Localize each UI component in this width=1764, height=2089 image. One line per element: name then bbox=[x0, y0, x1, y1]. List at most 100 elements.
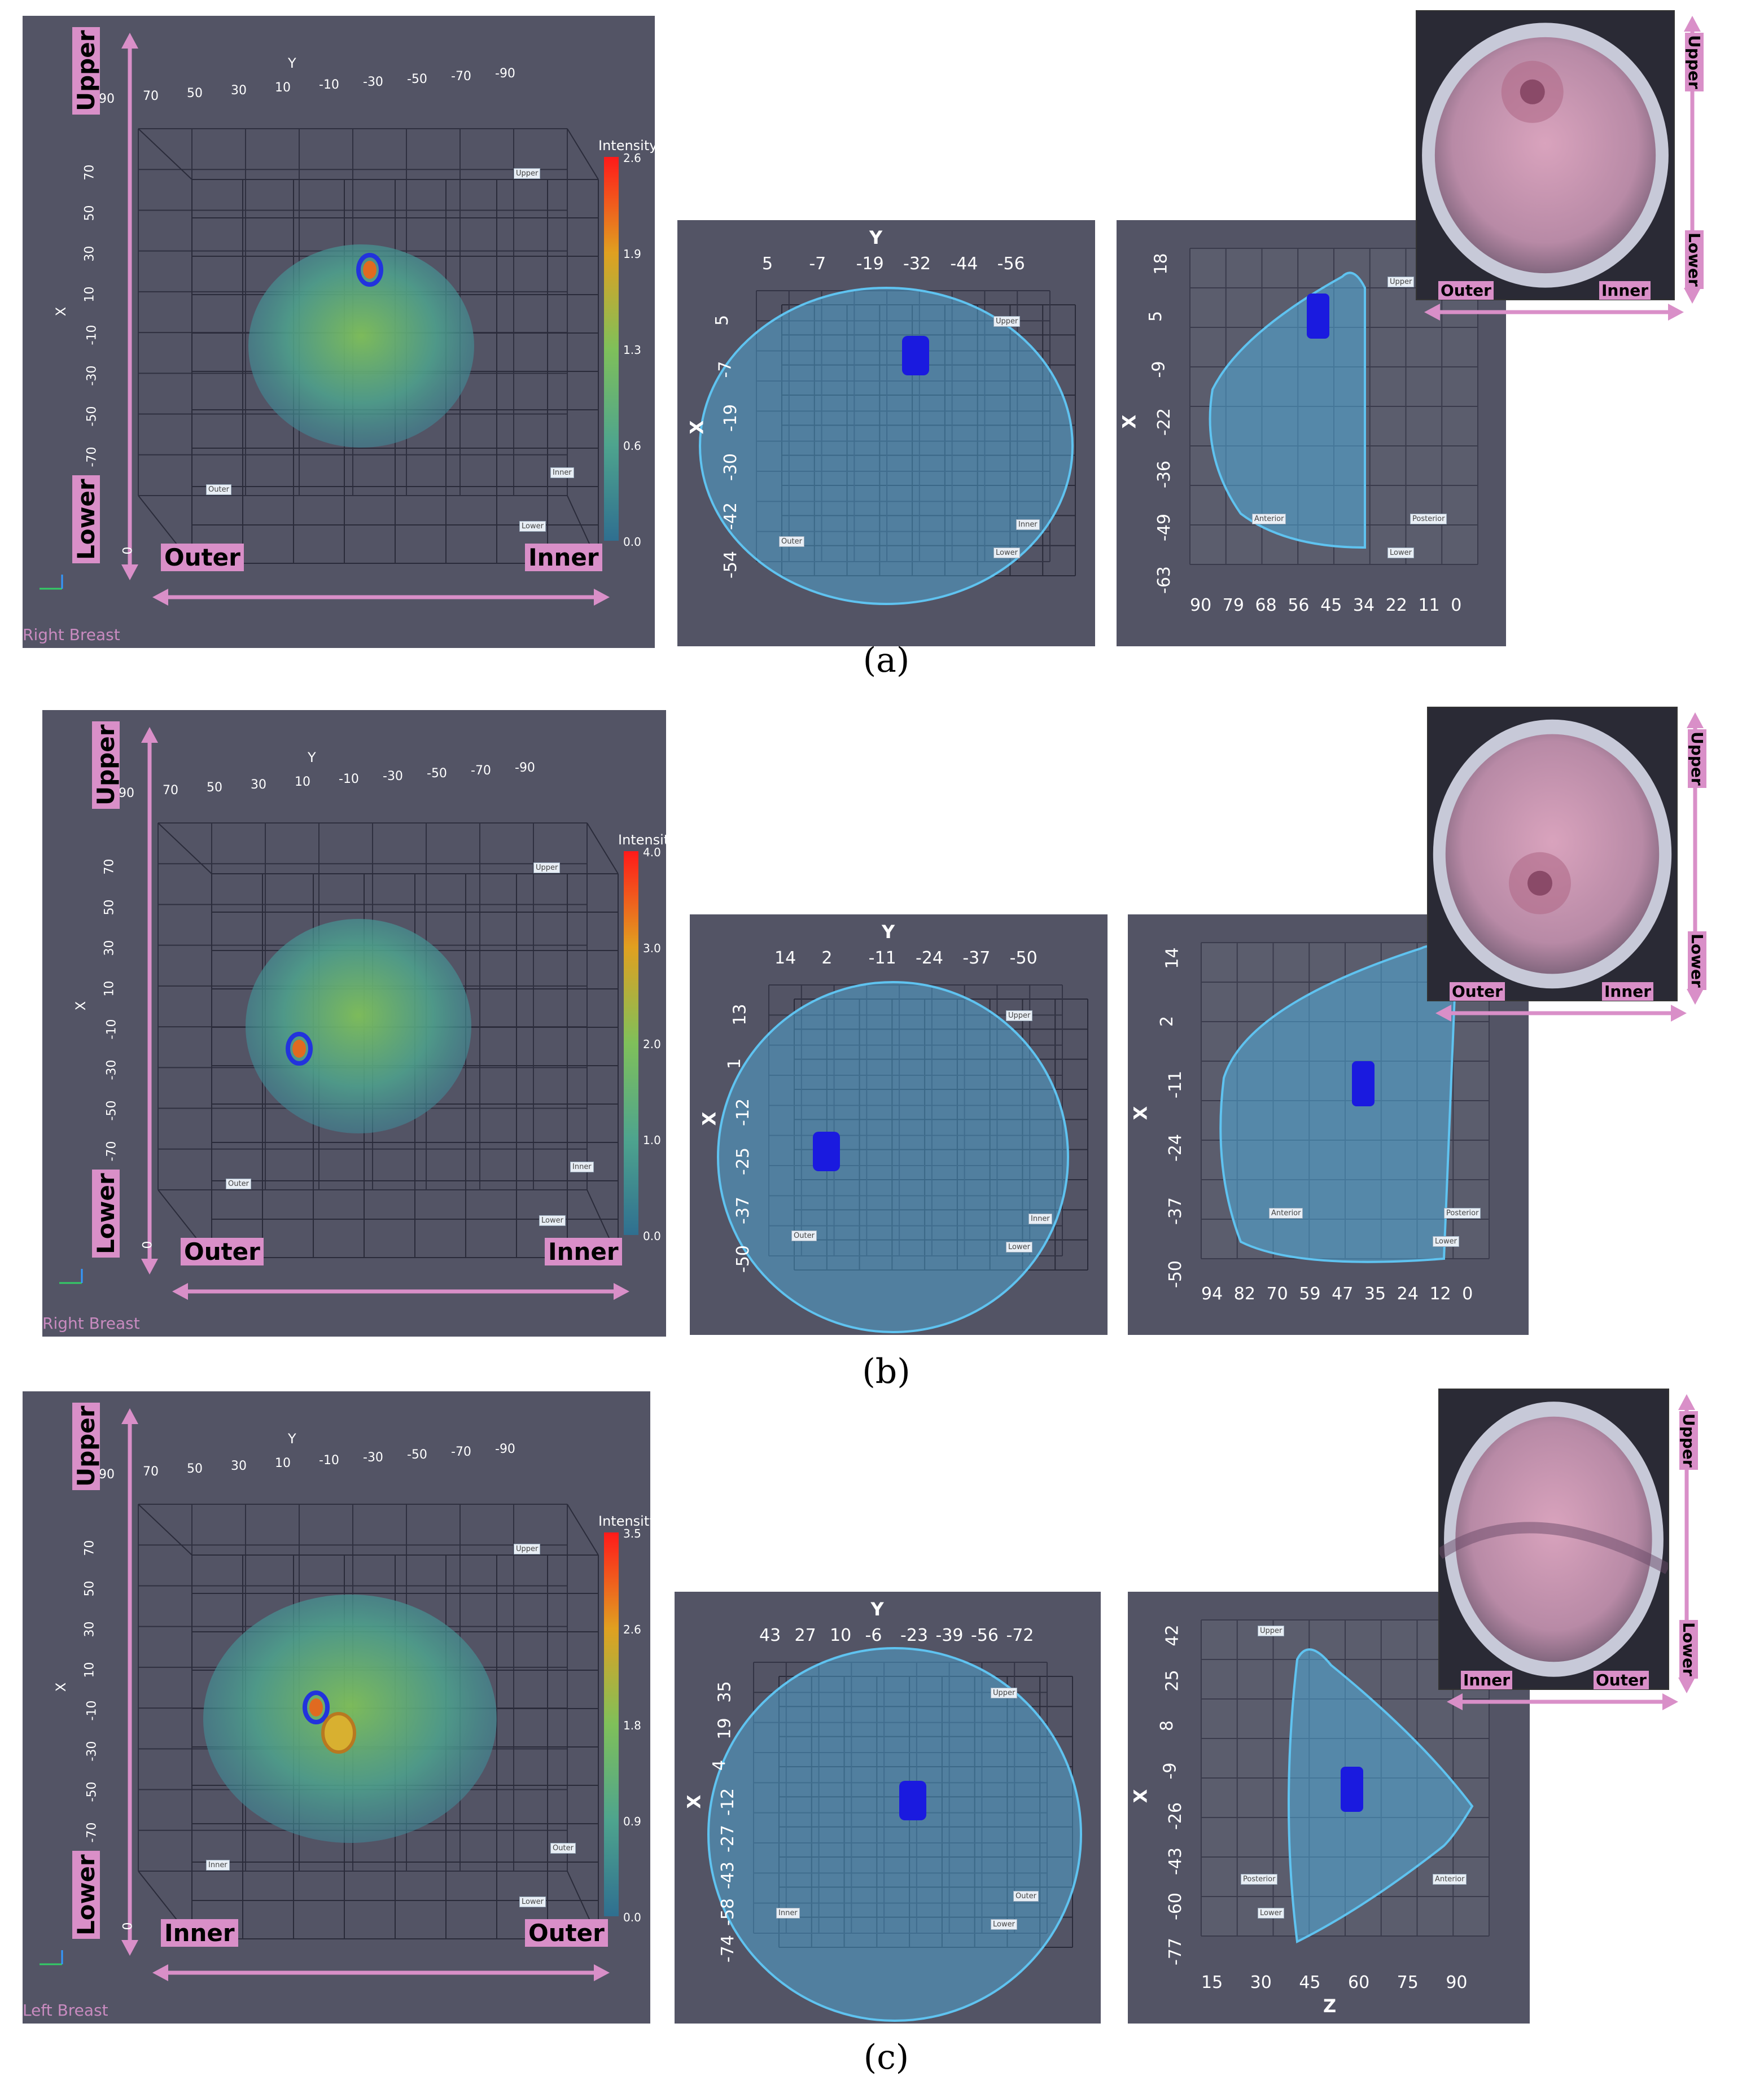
intensity-colorbar bbox=[604, 157, 619, 541]
z-tick: 90 bbox=[1446, 1973, 1468, 1992]
x-tick: -27 bbox=[718, 1825, 738, 1852]
region-tag: Upper bbox=[533, 862, 561, 873]
x-tick: -25 bbox=[733, 1148, 753, 1175]
x-tick: 70 bbox=[102, 859, 117, 875]
z-tick: 34 bbox=[1352, 595, 1375, 615]
x-tick: 18 bbox=[1151, 253, 1171, 275]
y-tick: 10 bbox=[275, 81, 291, 95]
x-tick: -10 bbox=[85, 325, 99, 345]
y-tick: -10 bbox=[339, 772, 359, 786]
direction-upper: Upper bbox=[72, 1402, 100, 1490]
mesh-volume bbox=[717, 981, 1069, 1333]
z-tick: 68 bbox=[1255, 595, 1277, 615]
x-tick: -11 bbox=[1166, 1071, 1185, 1098]
y-tick: -32 bbox=[903, 254, 931, 274]
x-tick: -10 bbox=[104, 1019, 119, 1040]
z-tick: 0 bbox=[1451, 595, 1462, 615]
y-tick: -56 bbox=[971, 1626, 999, 1645]
region-tag: Anterior bbox=[1433, 1874, 1467, 1885]
y-tick: 2 bbox=[821, 948, 833, 968]
x-tick: 10 bbox=[82, 1662, 97, 1678]
colorbar-title: Intensity bbox=[598, 1513, 650, 1529]
x-tick: 25 bbox=[1162, 1670, 1183, 1692]
z-tick: 60 bbox=[1348, 1973, 1370, 1992]
hotspot-secondary bbox=[321, 1712, 356, 1754]
region-tag: Lower bbox=[993, 548, 1020, 558]
colorbar-title: Intensity bbox=[618, 832, 666, 848]
y-axis-label: Y bbox=[869, 227, 883, 248]
photo-direction-lower: Lower bbox=[1685, 230, 1704, 289]
y-tick: -23 bbox=[900, 1626, 928, 1645]
main-volume-svg bbox=[40, 33, 619, 606]
region-tag: Inner bbox=[1016, 519, 1040, 530]
side-view-svg bbox=[1189, 248, 1478, 565]
x-tick: -36 bbox=[1154, 461, 1174, 489]
skin-fold bbox=[1439, 1522, 1668, 1574]
region-tag: Lower bbox=[1433, 1236, 1459, 1247]
x-tick: 50 bbox=[82, 205, 97, 221]
y-tick: 50 bbox=[187, 1462, 203, 1476]
z-tick: 24 bbox=[1397, 1284, 1419, 1304]
region-tag: Outer bbox=[206, 484, 231, 495]
breast-side-label: Right Breast bbox=[23, 625, 120, 644]
region-tag: Upper bbox=[514, 168, 541, 179]
y-tick: -6 bbox=[865, 1626, 882, 1645]
colorbar-tick: 0.9 bbox=[623, 1815, 641, 1828]
x-tick: 70 bbox=[82, 164, 97, 181]
region-tag: Posterior bbox=[1410, 514, 1447, 524]
skin bbox=[1434, 37, 1656, 274]
y-tick: 30 bbox=[251, 778, 266, 792]
region-tag: Outer bbox=[550, 1843, 576, 1854]
colorbar-tick: 1.9 bbox=[623, 247, 641, 261]
nipple bbox=[1520, 79, 1545, 104]
z-tick: 22 bbox=[1385, 595, 1407, 615]
front-view-svg bbox=[699, 287, 1076, 605]
region-tag: Lower bbox=[1387, 548, 1414, 558]
region-tag: Inner bbox=[570, 1162, 594, 1172]
region-tag: Inner bbox=[1028, 1214, 1052, 1224]
x-tick: -70 bbox=[85, 1822, 99, 1843]
photo-direction-lower: Lower bbox=[1688, 931, 1706, 990]
x-tick: 70 bbox=[82, 1540, 97, 1556]
y-axis-label: Y bbox=[870, 1598, 884, 1620]
y-axis-label: Y bbox=[288, 55, 296, 71]
x-tick: 30 bbox=[102, 940, 117, 956]
x-axis-label: X bbox=[683, 1794, 705, 1808]
x-tick: -43 bbox=[718, 1862, 738, 1889]
region-tag: Upper bbox=[514, 1544, 541, 1554]
x-tick: -60 bbox=[1166, 1893, 1185, 1920]
x-tick: -26 bbox=[1166, 1802, 1185, 1830]
photo-direction-right: Inner bbox=[1599, 281, 1651, 300]
y-tick: 30 bbox=[231, 84, 247, 98]
x-tick-zero: 0 bbox=[121, 1922, 135, 1930]
main-volume-svg bbox=[40, 1408, 619, 1981]
figure-label: (b) bbox=[862, 1352, 911, 1391]
tumor-segmentation bbox=[813, 1132, 840, 1171]
z-tick: 45 bbox=[1320, 595, 1342, 615]
y-axis-label: Y bbox=[288, 1431, 296, 1447]
direction-lower: Lower bbox=[92, 1170, 120, 1258]
region-tag: Posterior bbox=[1241, 1874, 1278, 1885]
vertical-arrow bbox=[121, 1408, 138, 1956]
hotspot bbox=[292, 1040, 306, 1058]
tumor-segmentation bbox=[899, 1781, 926, 1820]
y-tick: 70 bbox=[163, 783, 178, 798]
endoscope-photo-c bbox=[1438, 1389, 1669, 1690]
y-tick: -30 bbox=[363, 1451, 383, 1465]
region-tag: Lower bbox=[519, 1897, 546, 1907]
direction-lower: Lower bbox=[72, 475, 100, 563]
x-tick-zero: 0 bbox=[121, 546, 135, 555]
x-tick: -50 bbox=[85, 406, 99, 427]
y-tick: 10 bbox=[830, 1626, 852, 1645]
x-tick: -30 bbox=[85, 365, 99, 386]
x-axis-label: X bbox=[1118, 414, 1140, 428]
region-tag: Posterior bbox=[1444, 1208, 1481, 1219]
x-tick: -37 bbox=[733, 1196, 753, 1224]
photo-arrow-svg bbox=[1424, 16, 1701, 321]
x-axis-label: X bbox=[73, 1001, 89, 1011]
x-tick: -30 bbox=[104, 1059, 119, 1080]
region-tag: Inner bbox=[550, 467, 574, 478]
side-view-panel-c: X 42 25 8 -9 -26 -43 -60 -77 15 30 45 60 75 90 Z Upper Po… bbox=[1128, 1592, 1530, 2024]
z-tick: 82 bbox=[1233, 1284, 1255, 1304]
z-tick: 90 bbox=[1190, 595, 1212, 615]
